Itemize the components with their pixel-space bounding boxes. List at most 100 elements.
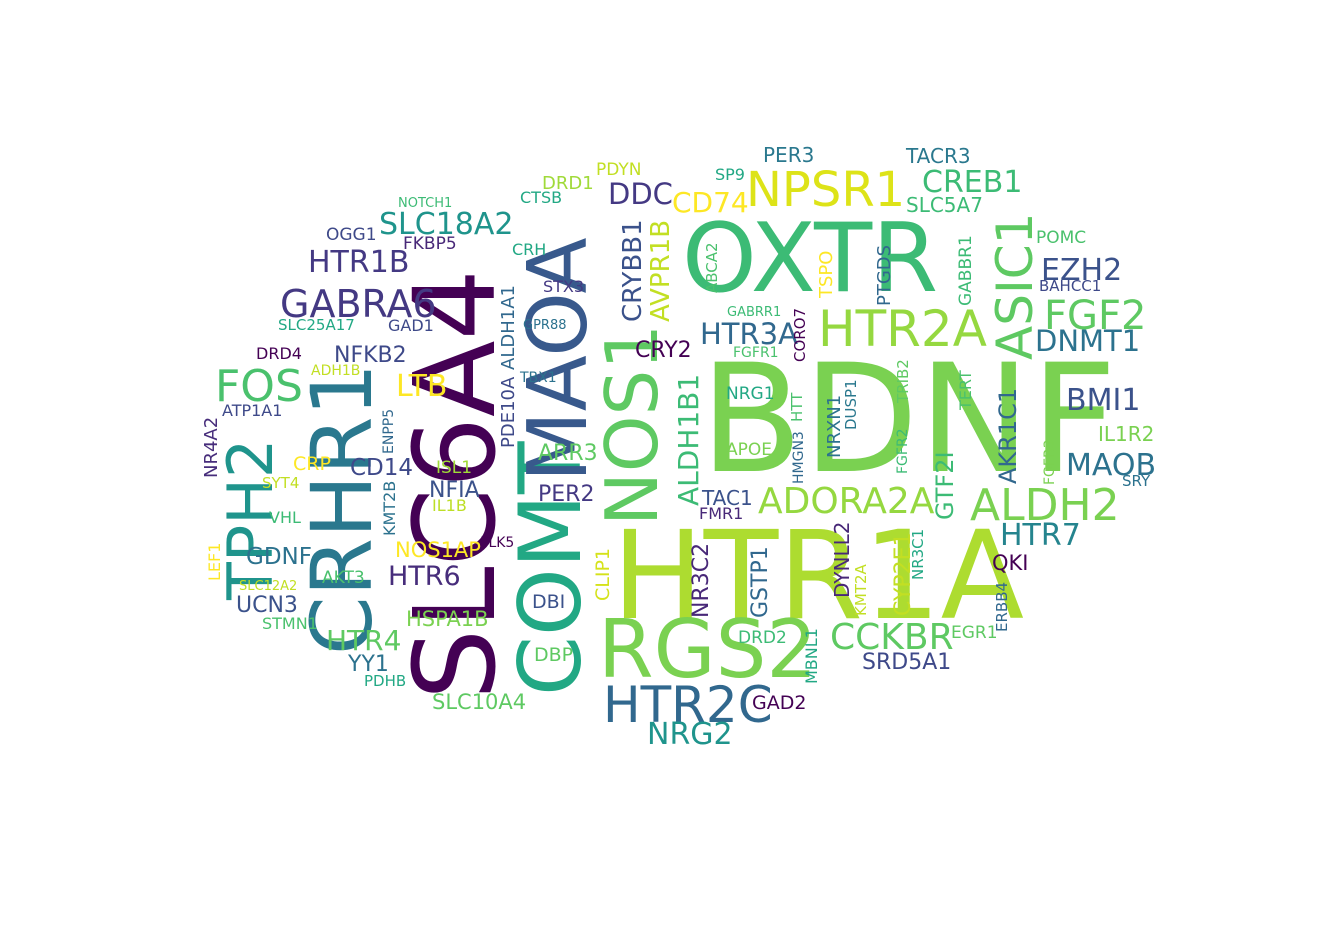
word-rgs2: RGS2 — [598, 603, 818, 696]
word-kmt2a: KMT2A — [852, 564, 870, 616]
word-fgfr3: FGFR3 — [1042, 439, 1058, 485]
word-asic1: ASIC1 — [986, 212, 1044, 360]
word-creb1: CREB1 — [922, 165, 1023, 200]
word-hmgn3: HMGN3 — [791, 431, 807, 484]
word-egr1: EGR1 — [951, 623, 998, 643]
word-fgf2: FGF2 — [1044, 293, 1147, 339]
word-nrg1: NRG1 — [726, 384, 775, 404]
word-tspo: TSPO — [816, 250, 837, 298]
word-htr2c: HTR2C — [603, 676, 773, 734]
word-slc25a17: SLC25A17 — [278, 316, 355, 334]
word-nr3c2: NR3C2 — [689, 542, 714, 618]
word-ptgds: PTGDS — [874, 244, 895, 306]
word-trib2: TRIB2 — [894, 359, 912, 403]
word-per3: PER3 — [763, 143, 815, 167]
word-bmi1: BMI1 — [1066, 383, 1141, 418]
word-gpr88: GPR88 — [523, 318, 567, 333]
word-nrg2: NRG2 — [647, 717, 733, 752]
word-cckbr: CCKBR — [830, 617, 954, 658]
word-plk5: PLK5 — [480, 535, 515, 551]
word-npsr1: NPSR1 — [746, 162, 906, 218]
word-slc18a2: SLC18A2 — [379, 207, 514, 242]
word-htr6: HTR6 — [388, 561, 461, 592]
word-htr7: HTR7 — [1000, 518, 1081, 553]
word-dbp: DBP — [534, 644, 574, 666]
word-il1b: IL1B — [432, 496, 467, 515]
word-srd5a1: SRD5A1 — [862, 650, 952, 675]
word-crp: CRP — [293, 453, 331, 475]
word-htr3a: HTR3A — [700, 317, 798, 351]
word-drd2: DRD2 — [738, 628, 787, 648]
word-fmr1: FMR1 — [699, 504, 744, 523]
word-aldh1b1: ALDH1B1 — [672, 373, 705, 506]
word-fgfr1: FGFR1 — [733, 345, 779, 361]
word-htr1b: HTR1B — [308, 245, 410, 280]
word-adh1b: ADH1B — [311, 363, 361, 379]
word-sry: SRY — [1122, 472, 1151, 490]
word-gtf2i: GTF2I — [931, 451, 959, 520]
word-adora2a: ADORA2A — [758, 481, 935, 522]
word-cd74: CD74 — [672, 186, 749, 219]
word-yy1: YY1 — [348, 652, 389, 677]
word-arr3: ARR3 — [538, 441, 598, 466]
word-dynll2: DYNLL2 — [830, 521, 854, 599]
word-clip1: CLIP1 — [592, 547, 614, 601]
word-per2: PER2 — [538, 482, 595, 507]
word-oxtr: OXTR — [682, 204, 939, 314]
word-nr4a2: NR4A2 — [201, 416, 222, 478]
word-nfia: NFIA — [429, 478, 480, 503]
word-tbx1: TBX1 — [520, 370, 557, 386]
word-ezh2: EZH2 — [1041, 253, 1123, 288]
word-aldh1a1: ALDH1A1 — [498, 285, 519, 370]
word-ucn3: UCN3 — [236, 593, 298, 618]
word-maob: MAOB — [1066, 448, 1157, 483]
word-gabbr1: GABBR1 — [956, 235, 976, 306]
word-dusp1: DUSP1 — [842, 379, 860, 430]
word-slc10a4: SLC10A4 — [432, 690, 527, 714]
word-notch1: NOTCH1 — [398, 196, 453, 211]
word-drd4: DRD4 — [256, 344, 302, 363]
word-lef1: LEF1 — [205, 542, 224, 581]
word-tac1: TAC1 — [702, 486, 753, 510]
word-pdhb: PDHB — [364, 672, 407, 690]
word-nfkb2: NFKB2 — [334, 343, 407, 368]
word-pde10a: PDE10A — [498, 376, 519, 448]
word-htt: HTT — [788, 392, 806, 422]
word-slc12a2: SLC12A2 — [239, 579, 298, 594]
word-bdnf: BDNF — [700, 333, 1117, 507]
word-akr1c1: AKR1C1 — [994, 387, 1022, 484]
word-cd14: CD14 — [350, 455, 414, 481]
word-enpp5: ENPP5 — [381, 408, 397, 454]
word-gdnf: GDNF — [246, 544, 312, 570]
word-avpr1b: AVPR1B — [646, 219, 676, 322]
word-abca2: ABCA2 — [703, 242, 721, 293]
word-mbnl1: MBNL1 — [802, 628, 821, 684]
word-bahcc1: BAHCC1 — [1039, 277, 1102, 295]
word-ltb: LTB — [396, 369, 448, 404]
word-nos1ap: NOS1AP — [395, 538, 481, 562]
word-gad1: GAD1 — [388, 316, 434, 335]
word-isl1: ISL1 — [436, 458, 473, 478]
word-erbb4: ERBB4 — [993, 581, 1011, 632]
word-stmn1: STMN1 — [262, 614, 318, 633]
word-fgfr2: FGFR2 — [895, 428, 911, 474]
word-nr3c1: NR3C1 — [909, 528, 927, 580]
word-gabrr1: GABRR1 — [727, 305, 782, 320]
word-htr4: HTR4 — [326, 624, 402, 657]
word-aldh2: ALDH2 — [970, 480, 1120, 531]
word-dbi: DBI — [532, 591, 566, 613]
word-tert: TERT — [956, 370, 975, 410]
word-fkbp5: FKBP5 — [403, 234, 457, 254]
word-ctsb: CTSB — [520, 188, 563, 207]
word-crhr1: CRHR1 — [293, 363, 391, 655]
word-cry2: CRY2 — [635, 338, 692, 363]
word-coro7: CORO7 — [791, 307, 809, 362]
word-fos: FOS — [215, 361, 303, 412]
word-htr2a: HTR2A — [818, 300, 987, 358]
word-gabra6: GABRA6 — [280, 282, 437, 326]
word-qki: QKI — [992, 551, 1029, 575]
word-sp9: SP9 — [715, 165, 745, 184]
word-crh: CRH — [512, 240, 547, 259]
word-slc5a7: SLC5A7 — [906, 193, 983, 217]
